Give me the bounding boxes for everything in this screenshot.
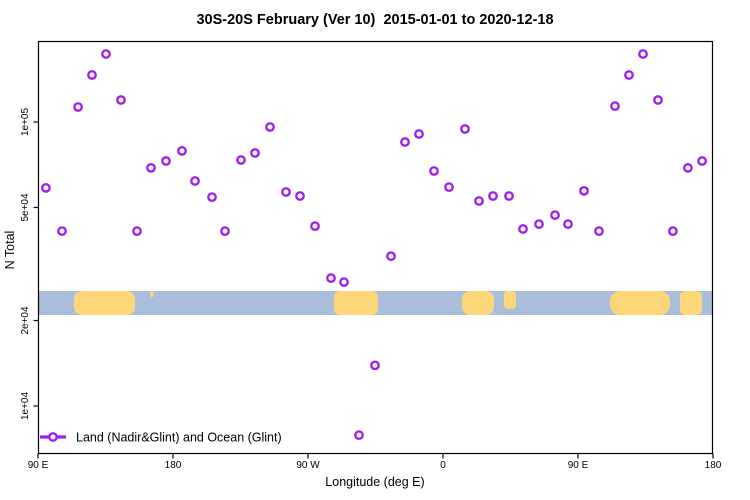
data-point	[563, 219, 573, 230]
x-tick-label: 90 E	[28, 460, 49, 471]
land-madagascar	[504, 291, 517, 309]
data-point	[550, 210, 560, 221]
data-point	[281, 187, 291, 197]
legend-label: Land (Nadir&Glint) and Ocean (Glint)	[76, 431, 282, 445]
land-africa	[462, 291, 494, 315]
data-point	[534, 219, 544, 230]
data-point	[444, 182, 454, 193]
plot-border	[37, 40, 714, 455]
x-tick-label: 0	[440, 460, 446, 471]
data-point	[400, 137, 410, 147]
data-points	[41, 49, 707, 440]
data-point	[354, 430, 364, 440]
data-point	[668, 226, 678, 237]
data-point	[697, 156, 707, 166]
data-point	[624, 70, 634, 80]
data-point	[579, 185, 589, 196]
data-point	[429, 166, 439, 176]
data-point	[250, 148, 260, 158]
data-point	[220, 226, 230, 237]
data-point	[190, 176, 200, 186]
x-tick-label: 90 W	[296, 460, 320, 471]
data-point	[610, 101, 620, 112]
data-point	[370, 360, 380, 371]
y-tick-label: 5e+04	[20, 193, 31, 222]
axes: 90 E 180 90 W 0 90 E 180 1e+04 2e+04 5e+04 1e+05	[20, 108, 722, 471]
data-point	[177, 145, 187, 156]
x-tick-label: 90 E	[568, 460, 589, 471]
data-point	[414, 129, 424, 139]
data-point	[236, 155, 246, 165]
x-tick-label: 180	[165, 460, 182, 471]
data-point	[594, 226, 604, 237]
x-axis-label: Longitude (deg E)	[325, 475, 424, 489]
map-strip	[38, 291, 713, 315]
y-tick-label: 2e+04	[20, 306, 31, 335]
data-point	[57, 226, 67, 237]
data-point	[339, 277, 349, 287]
data-point	[116, 95, 126, 105]
land-vanuatu-speck	[150, 291, 154, 297]
land-south-america	[333, 291, 379, 315]
data-point	[73, 102, 84, 112]
data-point	[41, 182, 51, 193]
data-point	[265, 122, 275, 132]
data-point	[653, 95, 663, 105]
data-point	[326, 273, 336, 283]
y-tick-label: 1e+04	[20, 392, 31, 421]
data-point	[132, 226, 142, 237]
data-point	[295, 191, 305, 201]
land-australia	[74, 291, 136, 315]
data-point	[488, 191, 498, 201]
data-point	[146, 162, 156, 173]
data-point	[518, 224, 528, 234]
y-tick-label: 1e+05	[20, 108, 31, 137]
data-point	[310, 221, 320, 232]
chart-title: 30S-20S February (Ver 10) 2015-01-01 to …	[196, 12, 553, 28]
legend-circle-marker	[48, 432, 58, 442]
data-point	[87, 70, 97, 80]
x-tick-label: 180	[705, 460, 722, 471]
data-point	[207, 192, 217, 203]
data-point	[638, 49, 648, 59]
data-point	[161, 156, 171, 166]
data-point	[460, 124, 470, 134]
data-point	[683, 162, 693, 173]
y-axis-label: N Total	[3, 231, 17, 270]
data-point	[504, 191, 514, 201]
data-point	[101, 49, 111, 59]
land-australia-repeat	[609, 291, 670, 315]
data-point	[474, 196, 484, 206]
land-new-caledonia-fiji	[680, 291, 703, 315]
data-point	[386, 251, 396, 262]
legend: Land (Nadir&Glint) and Ocean (Glint)	[40, 431, 282, 445]
